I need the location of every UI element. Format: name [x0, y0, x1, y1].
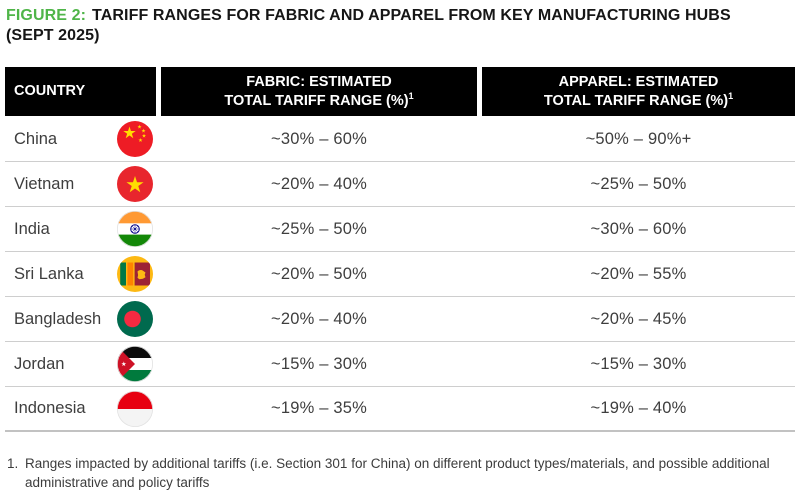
china-flag-icon [117, 121, 153, 157]
india-flag-icon [117, 211, 153, 247]
footnote-number: 1. [7, 456, 19, 471]
fabric-tariff-value: ~25% – 50% [270, 219, 368, 238]
figure-title-text: TARIFF RANGES FOR FABRIC AND APPAREL FRO… [92, 7, 731, 24]
column-header-country-label: COUNTRY [14, 83, 86, 99]
apparel-tariff-value: ~20% – 55% [590, 264, 687, 283]
tariff-table: COUNTRY FABRIC: ESTIMATED TOTAL TARIFF R… [5, 67, 795, 432]
column-header-fabric-line2: TOTAL TARIFF RANGE (%)1 [224, 90, 414, 109]
fabric-tariff-value: ~20% – 40% [270, 174, 368, 193]
apparel-tariff-value: ~20% – 45% [590, 309, 687, 328]
fabric-tariff-value: ~19% – 35% [270, 399, 368, 417]
table-row-indonesia: Indonesia ~19% – 35% ~19% – 40% [5, 387, 795, 432]
country-cell: Bangladesh [5, 297, 156, 341]
sri-lanka-flag-icon [117, 256, 153, 292]
column-header-fabric: FABRIC: ESTIMATED TOTAL TARIFF RANGE (%)… [161, 67, 477, 116]
figure-page: FIGURE 2: TARIFF RANGES FOR FABRIC AND AP… [5, 6, 795, 492]
country-cell: Jordan [5, 342, 156, 386]
apparel-tariff-value: ~25% – 50% [590, 174, 687, 193]
table-row-india: India [5, 207, 795, 252]
country-name: India [14, 219, 50, 238]
country-name: Sri Lanka [14, 264, 84, 283]
table-body: China ~30% – 60% ~50% – 90%+ [5, 117, 795, 432]
table-row-vietnam: Vietnam ~20% – 40% ~25% – 50% [5, 162, 795, 207]
figure-title: FIGURE 2: TARIFF RANGES FOR FABRIC AND AP… [6, 6, 795, 46]
country-name: Vietnam [14, 174, 75, 193]
apparel-tariff-value: ~50% – 90%+ [585, 129, 692, 148]
figure-title-line1: FIGURE 2: TARIFF RANGES FOR FABRIC AND AP… [6, 6, 795, 26]
column-header-apparel-line2: TOTAL TARIFF RANGE (%)1 [543, 90, 734, 109]
footnote: 1. Ranges impacted by additional tariffs… [7, 454, 795, 492]
footnote-reference: 1 [408, 90, 414, 101]
country-name: China [14, 129, 58, 148]
fabric-tariff-value: ~20% – 50% [270, 264, 368, 283]
column-header-apparel-line1: APPAREL: ESTIMATED [558, 73, 719, 90]
vietnam-flag-icon [117, 166, 153, 202]
country-cell: Sri Lanka [5, 252, 156, 296]
jordan-flag-icon [117, 346, 153, 382]
fabric-tariff-value: ~15% – 30% [270, 354, 368, 373]
column-header-fabric-line1: FABRIC: ESTIMATED [246, 73, 392, 90]
apparel-tariff-value: ~30% – 60% [590, 219, 687, 238]
bangladesh-flag-icon [117, 301, 153, 337]
country-cell: Vietnam [5, 162, 156, 206]
table-row-china: China ~30% – 60% ~50% – 90%+ [5, 117, 795, 162]
apparel-tariff-value: ~15% – 30% [590, 354, 687, 373]
country-name: Indonesia [14, 399, 86, 417]
footnote-text: Ranges impacted by additional tariffs (i… [25, 456, 770, 490]
footnote-reference: 1 [728, 90, 734, 101]
figure-title-line2: (SEPT 2025) [6, 27, 100, 44]
apparel-tariff-value: ~19% – 40% [590, 399, 687, 417]
indonesia-flag-icon [117, 390, 153, 427]
column-header-apparel: APPAREL: ESTIMATED TOTAL TARIFF RANGE (%… [482, 67, 795, 116]
table-row-bangladesh: Bangladesh ~20% – 40% ~20% – 45% [5, 297, 795, 342]
country-cell: India [5, 207, 156, 251]
fabric-tariff-value: ~30% – 60% [270, 129, 368, 148]
table-header-row: COUNTRY FABRIC: ESTIMATED TOTAL TARIFF R… [5, 67, 795, 116]
country-name: Jordan [14, 354, 65, 373]
country-cell: China [5, 117, 156, 161]
country-name: Bangladesh [14, 309, 102, 328]
figure-label: FIGURE 2: [6, 7, 87, 24]
country-cell: Indonesia [5, 387, 156, 430]
column-header-country: COUNTRY [5, 67, 156, 116]
table-row-sri-lanka: Sri Lanka ~20% – 50% ~20% – 55% [5, 252, 795, 297]
fabric-tariff-value: ~20% – 40% [270, 309, 368, 328]
table-row-jordan: Jordan ~15% – 30% ~15% – 30% [5, 342, 795, 387]
